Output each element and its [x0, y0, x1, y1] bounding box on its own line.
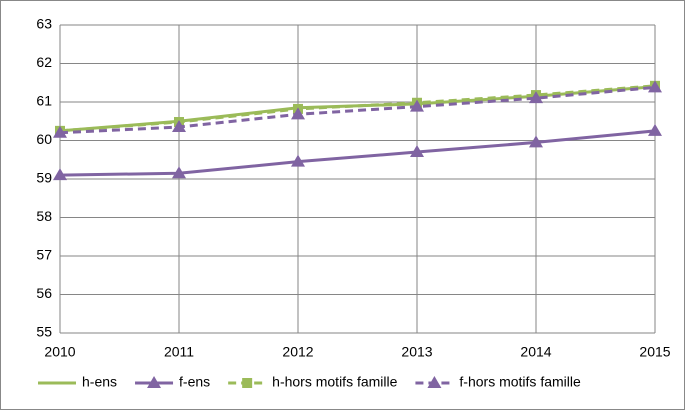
- series-line: [59, 85, 656, 135]
- marker: [529, 135, 543, 148]
- series-line: [59, 129, 656, 177]
- marker: [53, 125, 67, 138]
- y-tick-label: 61: [36, 93, 52, 109]
- marker: [147, 376, 162, 388]
- y-tick-label: 60: [36, 131, 52, 147]
- marker: [529, 91, 543, 104]
- marker: [410, 99, 424, 112]
- series-line: [59, 84, 656, 133]
- legend-label: h-hors motifs famille: [272, 374, 397, 390]
- marker: [648, 80, 662, 93]
- marker: [291, 107, 305, 120]
- legend-label: f-ens: [179, 374, 210, 390]
- x-tick-label: 2013: [401, 344, 432, 360]
- legend-label: f-hors motifs famille: [459, 374, 581, 390]
- marker: [172, 166, 186, 179]
- y-tick-label: 57: [36, 247, 52, 263]
- y-tick-label: 55: [36, 324, 52, 340]
- y-tick-label: 58: [36, 208, 52, 224]
- y-tick-label: 63: [36, 16, 52, 32]
- legend: h-ens f-ens h-hors motifs famille f-hors mo…: [38, 374, 581, 390]
- marker: [242, 378, 253, 388]
- marker: [53, 168, 67, 181]
- y-tick-label: 56: [36, 285, 52, 301]
- marker: [427, 376, 442, 388]
- marker: [648, 123, 662, 136]
- legend-label: h-ens: [82, 374, 117, 390]
- marker: [291, 154, 305, 167]
- x-tick-label: 2015: [639, 344, 670, 360]
- marker: [410, 145, 424, 158]
- y-tick-label: 62: [36, 54, 52, 70]
- x-tick-label: 2014: [520, 344, 551, 360]
- x-tick-label: 2011: [164, 344, 194, 360]
- x-tick-label: 2012: [282, 344, 313, 360]
- x-tick-label: 2010: [44, 344, 75, 360]
- marker: [172, 120, 186, 133]
- y-tick-label: 59: [36, 170, 52, 186]
